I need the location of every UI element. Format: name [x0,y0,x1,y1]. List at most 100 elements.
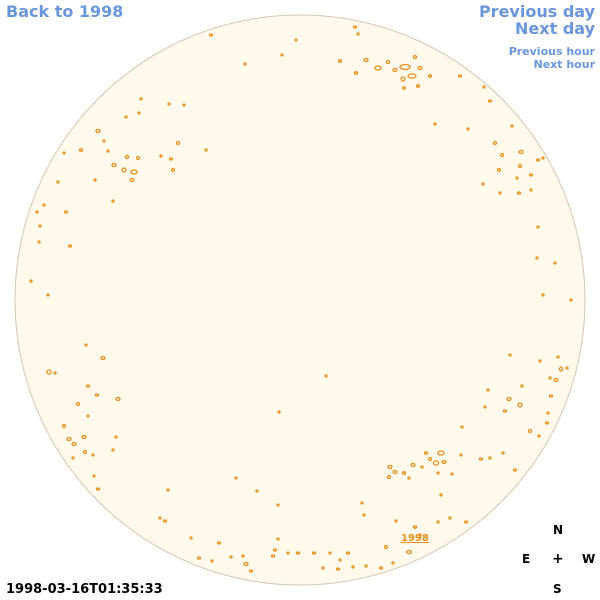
magnetic-feature-mark [63,210,69,214]
magnetic-feature-mark [135,155,141,161]
magnetic-feature-mark [556,355,560,359]
magnetic-feature-mark [276,503,280,507]
magnetic-feature-mark [248,569,254,573]
magnetic-feature-mark [94,393,100,397]
magnetic-feature-mark [114,435,118,439]
magnetic-feature-mark [536,225,540,229]
magnetic-feature-mark [46,369,52,375]
magnetic-feature-mark [463,520,469,524]
magnetic-feature-mark [182,103,186,107]
magnetic-feature-mark [204,148,208,152]
magnetic-feature-mark [541,293,545,297]
magnetic-feature-mark [508,353,512,357]
magnetic-feature-mark [29,279,33,283]
previous-day-link[interactable]: Previous day [478,2,595,21]
magnetic-feature-mark [506,396,512,402]
back-to-year-link[interactable]: Back to 1998 [6,2,124,21]
magnetic-feature-mark [520,384,524,388]
magnetic-feature-mark [35,210,39,214]
compass-south-label: S [553,582,562,596]
magnetic-feature-mark [374,65,382,71]
magnetic-feature-mark [210,559,214,563]
magnetic-feature-mark [498,191,502,195]
magnetic-feature-mark [95,487,101,491]
magnetic-feature-mark [337,59,343,63]
magnetic-feature-mark [499,152,505,158]
magnetic-feature-mark [137,111,141,115]
magnetic-feature-mark [535,158,541,162]
magnetic-feature-mark [387,464,393,470]
magnetic-feature-mark [535,256,539,260]
magnetic-feature-mark [345,551,351,555]
magnetic-feature-mark [510,124,514,128]
magnetic-feature-mark [512,468,518,472]
magnetic-feature-mark [84,343,88,347]
magnetic-feature-mark [362,513,366,517]
magnetic-feature-mark [75,401,81,407]
magnetic-feature-mark [392,67,398,73]
magnetic-feature-mark [423,451,429,455]
magnetic-feature-mark [338,558,342,562]
magnetic-feature-mark [412,525,418,529]
magnetic-feature-mark [280,53,284,57]
magnetic-feature-mark [460,425,464,429]
magnetic-feature-mark [295,551,301,555]
magnetic-feature-mark [439,493,443,497]
magnetic-feature-mark [86,414,90,418]
magnetic-feature-mark [529,188,533,192]
magnetic-feature-mark [159,154,163,158]
magnetic-feature-mark [130,169,138,175]
magnetic-feature-mark [277,410,281,414]
magnetic-feature-mark [407,73,417,79]
magnetic-feature-mark [394,519,398,523]
previous-hour-link[interactable]: Previous hour [508,45,595,58]
magnetic-feature-mark [129,177,135,183]
magnetic-feature-mark [441,459,447,465]
magnetic-feature-mark [364,564,368,568]
magnetic-feature-mark [71,456,75,460]
magnetic-feature-mark [234,476,238,480]
magnetic-feature-mark [488,456,492,460]
magnetic-feature-mark [38,224,42,228]
magnetic-feature-mark [82,449,88,455]
magnetic-feature-mark [42,203,46,207]
magnetic-feature-mark [276,537,280,541]
magnetic-feature-mark [415,84,421,88]
magnetic-feature-mark [546,411,550,415]
magnetic-feature-mark [124,154,130,160]
magnetic-feature-mark [168,157,174,161]
magnetic-feature-mark [311,551,317,555]
magnetic-feature-mark [537,434,541,438]
magnetic-feature-mark [527,428,533,434]
magnetic-feature-mark [335,567,341,571]
magnetic-feature-mark [548,376,552,380]
magnetic-feature-mark [492,140,498,146]
magnetic-feature-mark [420,465,424,469]
compass-center-cross: + [552,551,564,567]
magnetic-feature-mark [553,261,557,265]
next-hour-link[interactable]: Next hour [533,58,596,71]
magnetic-feature-mark [270,554,276,558]
magnetic-feature-mark [166,488,170,492]
magnetic-feature-mark [102,139,106,143]
magnetic-feature-mark [391,561,395,565]
magnetic-feature-mark [481,182,485,186]
magnetic-feature-mark [111,162,117,168]
magnetic-feature-mark [321,566,325,570]
magnetic-feature-mark [482,85,486,89]
magnetic-feature-mark [392,469,398,475]
magnetic-feature-mark [139,97,143,101]
magnetic-feature-mark [243,62,247,66]
magnetic-feature-mark [385,59,391,65]
year-link[interactable]: 1998 [401,533,429,544]
next-day-link[interactable]: Next day [515,19,595,38]
solar-disk [14,14,586,586]
magnetic-feature-mark [243,561,249,567]
magnetic-feature-mark [466,127,470,131]
magnetic-feature-mark [548,394,554,398]
magnetic-feature-mark [405,549,413,555]
magnetic-feature-mark [216,541,222,545]
magnetic-feature-mark [502,409,508,413]
magnetic-feature-mark [66,436,72,442]
magnetic-feature-mark [71,441,77,447]
